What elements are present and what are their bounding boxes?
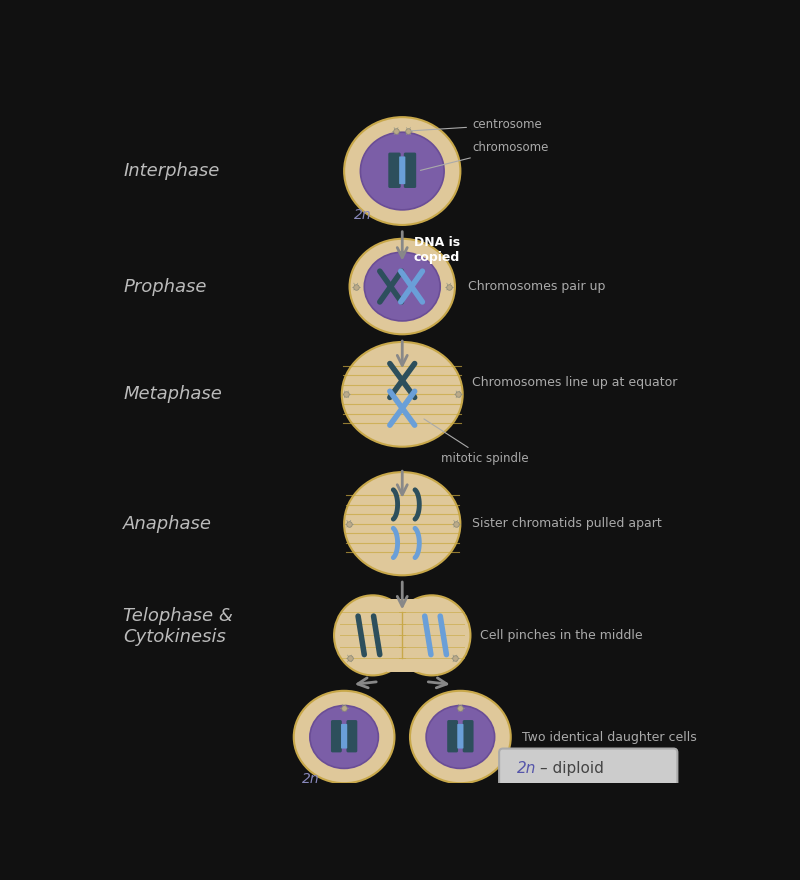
Ellipse shape: [342, 342, 462, 447]
Text: Chromosomes line up at equator: Chromosomes line up at equator: [472, 377, 678, 389]
Text: centrosome: centrosome: [411, 118, 542, 131]
Text: Two identical daughter cells: Two identical daughter cells: [522, 730, 697, 744]
Text: Metaphase: Metaphase: [123, 385, 222, 403]
Ellipse shape: [410, 691, 510, 783]
Text: chromosome: chromosome: [421, 142, 548, 171]
FancyBboxPatch shape: [386, 599, 418, 671]
Text: Anaphase: Anaphase: [123, 515, 212, 532]
Ellipse shape: [393, 595, 470, 676]
FancyBboxPatch shape: [399, 157, 406, 184]
Text: Prophase: Prophase: [123, 277, 206, 296]
Text: 2n: 2n: [354, 208, 372, 222]
Text: mitotic spindle: mitotic spindle: [424, 419, 529, 465]
Text: – diploid: – diploid: [540, 761, 604, 776]
Ellipse shape: [310, 706, 378, 768]
Text: Sister chromatids pulled apart: Sister chromatids pulled apart: [472, 517, 662, 531]
FancyBboxPatch shape: [447, 720, 458, 752]
Ellipse shape: [344, 117, 460, 225]
FancyBboxPatch shape: [341, 724, 347, 749]
FancyBboxPatch shape: [499, 749, 678, 788]
Text: Interphase: Interphase: [123, 162, 220, 180]
Ellipse shape: [364, 253, 440, 321]
Ellipse shape: [294, 691, 394, 783]
Text: Telophase &
Cytokinesis: Telophase & Cytokinesis: [123, 606, 233, 646]
Text: Cell pinches in the middle: Cell pinches in the middle: [480, 629, 642, 642]
Text: 2n: 2n: [517, 761, 536, 776]
FancyBboxPatch shape: [331, 720, 342, 752]
FancyBboxPatch shape: [404, 152, 416, 188]
FancyBboxPatch shape: [346, 720, 358, 752]
Text: 2n: 2n: [302, 773, 319, 786]
Text: Chromosomes pair up: Chromosomes pair up: [468, 280, 606, 293]
Ellipse shape: [360, 132, 444, 209]
FancyBboxPatch shape: [388, 152, 401, 188]
FancyBboxPatch shape: [458, 724, 463, 749]
Text: DNA is
copied: DNA is copied: [414, 236, 460, 264]
Ellipse shape: [334, 595, 411, 676]
Ellipse shape: [350, 238, 455, 334]
FancyBboxPatch shape: [462, 720, 474, 752]
Ellipse shape: [426, 706, 494, 768]
Ellipse shape: [344, 472, 460, 576]
